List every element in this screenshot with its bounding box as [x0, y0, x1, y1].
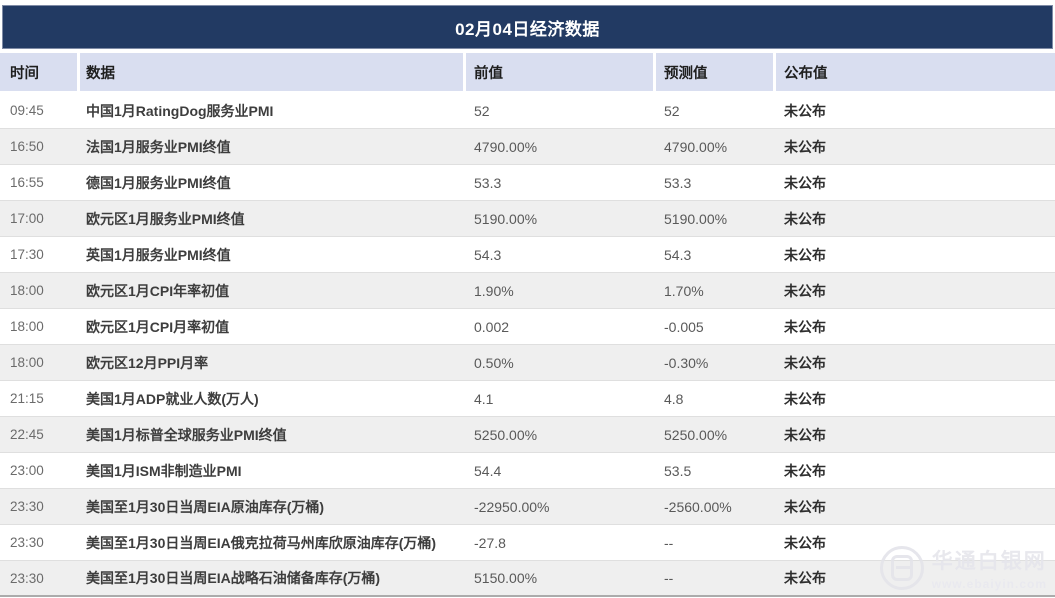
cell-time: 18:00	[10, 355, 44, 370]
cell-name: 欧元区12月PPI月率	[86, 354, 209, 371]
cell-forecast: 53.5	[664, 462, 692, 479]
cell-name: 美国1月标普全球服务业PMI终值	[86, 426, 287, 443]
cell-name: 法国1月服务业PMI终值	[86, 138, 231, 155]
cell-time: 23:30	[10, 499, 44, 514]
cell-published: 未公布	[784, 318, 826, 335]
cell-prev: 5250.00%	[474, 426, 538, 443]
cell-name: 美国1月ISM非制造业PMI	[86, 462, 242, 479]
page-title: 02月04日经济数据	[2, 5, 1053, 49]
cell-prev: 54.3	[474, 246, 502, 263]
cell-published: 未公布	[784, 282, 826, 299]
cell-forecast: -0.30%	[664, 354, 709, 371]
table-row: 18:00 欧元区12月PPI月率 0.50% -0.30% 未公布	[0, 345, 1055, 381]
cell-time: 17:00	[10, 211, 44, 226]
cell-name: 美国至1月30日当周EIA原油库存(万桶)	[86, 498, 325, 515]
cell-published: 未公布	[784, 534, 826, 551]
column-header-time: 时间	[0, 53, 80, 91]
table-row: 16:55 德国1月服务业PMI终值 53.3 53.3 未公布	[0, 165, 1055, 201]
column-header-forecast: 预测值	[656, 53, 776, 91]
table-row: 18:00 欧元区1月CPI月率初值 0.002 -0.005 未公布	[0, 309, 1055, 345]
cell-forecast: --	[664, 534, 674, 551]
economic-data-page: 02月04日经济数据 时间 数据 前值 预测值 公布值 09:45 中国1月Rat…	[0, 5, 1055, 598]
cell-prev: 0.002	[474, 318, 510, 335]
cell-prev: 5190.00%	[474, 210, 538, 227]
cell-forecast: 52	[664, 102, 680, 119]
cell-name: 中国1月RatingDog服务业PMI	[86, 102, 274, 119]
cell-published: 未公布	[784, 498, 826, 515]
table-row: 18:00 欧元区1月CPI年率初值 1.90% 1.70% 未公布	[0, 273, 1055, 309]
cell-time: 23:30	[10, 535, 44, 550]
cell-forecast: 53.3	[664, 174, 692, 191]
cell-time: 22:45	[10, 427, 44, 442]
column-header-data: 数据	[80, 53, 466, 91]
cell-published: 未公布	[784, 246, 826, 263]
cell-time: 17:30	[10, 247, 44, 262]
cell-published: 未公布	[784, 174, 826, 191]
cell-time: 18:00	[10, 319, 44, 334]
table-row: 23:30 美国至1月30日当周EIA战略石油储备库存(万桶) 5150.00% --…	[0, 561, 1055, 597]
cell-forecast: 1.70%	[664, 282, 704, 299]
cell-name: 欧元区1月CPI年率初值	[86, 282, 230, 299]
cell-name: 欧元区1月CPI月率初值	[86, 318, 230, 335]
cell-prev: 0.50%	[474, 354, 514, 371]
cell-time: 16:55	[10, 175, 44, 190]
cell-time: 21:15	[10, 391, 44, 406]
cell-time: 23:30	[10, 570, 44, 586]
table-row: 23:00 美国1月ISM非制造业PMI 54.4 53.5 未公布	[0, 453, 1055, 489]
cell-name: 美国1月ADP就业人数(万人)	[86, 390, 259, 407]
cell-published: 未公布	[784, 462, 826, 479]
cell-time: 18:00	[10, 283, 44, 298]
column-header-published: 公布值	[776, 53, 1055, 91]
cell-name: 德国1月服务业PMI终值	[86, 174, 231, 191]
table-row: 21:15 美国1月ADP就业人数(万人) 4.1 4.8 未公布	[0, 381, 1055, 417]
cell-published: 未公布	[784, 426, 826, 443]
cell-time: 16:50	[10, 139, 44, 154]
cell-name: 欧元区1月服务业PMI终值	[86, 210, 245, 227]
cell-published: 未公布	[784, 210, 826, 227]
cell-prev: 4790.00%	[474, 138, 538, 155]
table-header: 时间 数据 前值 预测值 公布值	[0, 53, 1055, 91]
cell-name: 英国1月服务业PMI终值	[86, 246, 231, 263]
cell-forecast: 4790.00%	[664, 138, 728, 155]
cell-prev: 5150.00%	[474, 570, 538, 586]
table-row: 17:30 英国1月服务业PMI终值 54.3 54.3 未公布	[0, 237, 1055, 273]
cell-prev: 52	[474, 102, 490, 119]
cell-prev: -27.8	[474, 534, 506, 551]
cell-forecast: 5250.00%	[664, 426, 728, 443]
cell-time: 23:00	[10, 463, 44, 478]
table-body: 09:45 中国1月RatingDog服务业PMI 52 52 未公布 16:50 法国1月…	[0, 93, 1055, 597]
cell-forecast: --	[664, 570, 674, 586]
cell-published: 未公布	[784, 354, 826, 371]
cell-forecast: 4.8	[664, 390, 684, 407]
table-row: 16:50 法国1月服务业PMI终值 4790.00% 4790.00% 未公布	[0, 129, 1055, 165]
cell-forecast: -2560.00%	[664, 498, 732, 515]
cell-name: 美国至1月30日当周EIA俄克拉荷马州库欣原油库存(万桶)	[86, 534, 437, 551]
cell-forecast: 54.3	[664, 246, 692, 263]
cell-prev: 4.1	[474, 390, 494, 407]
cell-published: 未公布	[784, 138, 826, 155]
table-row: 09:45 中国1月RatingDog服务业PMI 52 52 未公布	[0, 93, 1055, 129]
column-header-previous: 前值	[466, 53, 656, 91]
cell-time: 09:45	[10, 103, 44, 118]
cell-forecast: -0.005	[664, 318, 704, 335]
table-row: 17:00 欧元区1月服务业PMI终值 5190.00% 5190.00% 未公布	[0, 201, 1055, 237]
cell-published: 未公布	[784, 570, 826, 586]
table-row: 23:30 美国至1月30日当周EIA原油库存(万桶) -22950.00% -256…	[0, 489, 1055, 525]
cell-prev: 53.3	[474, 174, 502, 191]
cell-prev: -22950.00%	[474, 498, 550, 515]
cell-published: 未公布	[784, 390, 826, 407]
table-row: 22:45 美国1月标普全球服务业PMI终值 5250.00% 5250.00% 未公布	[0, 417, 1055, 453]
cell-forecast: 5190.00%	[664, 210, 728, 227]
cell-prev: 54.4	[474, 462, 502, 479]
cell-published: 未公布	[784, 102, 826, 119]
table-row: 23:30 美国至1月30日当周EIA俄克拉荷马州库欣原油库存(万桶) -27.8 -…	[0, 525, 1055, 561]
cell-name: 美国至1月30日当周EIA战略石油储备库存(万桶)	[86, 570, 381, 586]
cell-prev: 1.90%	[474, 282, 514, 299]
